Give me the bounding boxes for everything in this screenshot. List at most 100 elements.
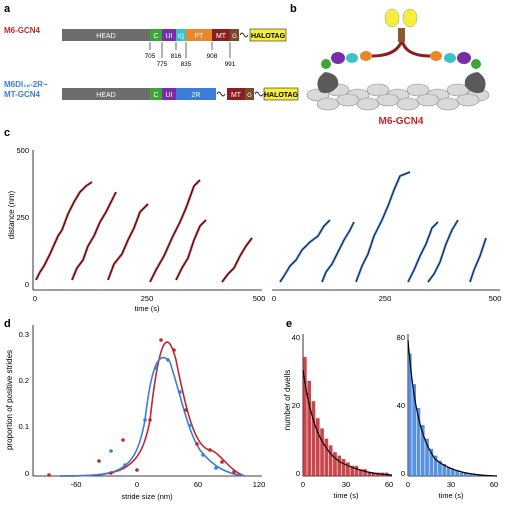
blue-trace-1	[279, 219, 331, 283]
e-left-bars-bar-14	[363, 469, 367, 476]
blue-fit-1	[279, 219, 331, 283]
panel-c-ylabel: distance (nm)	[7, 190, 16, 239]
domain-ui-1	[162, 29, 176, 41]
e-left-fit	[302, 369, 393, 476]
e-right-bars-bar-10	[451, 469, 455, 476]
red-trace-3	[106, 203, 149, 281]
domain-ui-2-label: UI	[166, 92, 173, 99]
e-left-xtick-30: 30	[342, 480, 350, 489]
e-left-bars-bar-13	[358, 469, 363, 476]
e-right-bars-bar-9	[446, 467, 451, 476]
c-left-xtick-250: 250	[141, 294, 154, 303]
construct2-name-line1: M6DI₁₆-2R~	[4, 80, 48, 89]
e-right-xtick-30: 30	[447, 480, 455, 489]
e-right-ytick-40: 40	[397, 401, 405, 410]
tail-right	[400, 39, 431, 58]
red-fit-6	[221, 237, 253, 283]
panel-d-ylabel: proportion of positive strides	[5, 350, 14, 450]
e-left-ytick-20: 20	[292, 401, 300, 410]
d-red-pt-3	[109, 471, 113, 475]
d-red-pt-1	[47, 473, 51, 477]
gcn4-coil	[398, 28, 405, 42]
d-red-fit	[59, 341, 246, 477]
pos-775: 775	[157, 61, 168, 68]
lever-c-right	[471, 59, 481, 69]
d-red-pt-2	[97, 459, 101, 463]
d-red-pt-7	[159, 338, 163, 342]
e-left-bars-bar-15	[367, 472, 372, 476]
lever-ui-right	[457, 52, 471, 64]
c-red-fits	[35, 179, 253, 283]
linker-1	[239, 32, 249, 38]
blue-fit-2	[321, 221, 355, 283]
domain-head-1	[62, 29, 150, 41]
c-blue-fits	[279, 171, 487, 283]
red-fit-1	[35, 181, 93, 281]
d-red-pt-8	[172, 348, 176, 352]
c-blue-traces	[279, 170, 488, 283]
e-left-xlabel: time (s)	[334, 491, 360, 500]
d-blue-pt-1	[109, 449, 113, 453]
e-right-ytick-80: 80	[397, 333, 405, 342]
e-left-bars-bar-1	[307, 380, 311, 476]
e-left-bars-bar-11	[350, 465, 354, 476]
construct2-name-line2: MT-GCN4	[4, 90, 41, 99]
c-red-traces	[34, 179, 253, 283]
lever-pt-right	[430, 51, 442, 61]
domain-ui-1-label: UI	[166, 33, 173, 40]
e-left-ytick-40: 40	[292, 333, 300, 342]
d-blue-pt-5	[166, 358, 170, 362]
d-ytick-0: 0	[25, 469, 29, 478]
red-trace-6	[221, 237, 253, 283]
panel-a: M6-GCN4 HEAD C UI IQ PT MT G HALOTAG 705…	[4, 26, 299, 101]
domain-mt-1	[212, 29, 230, 41]
domain-head-2-label: HEAD	[96, 92, 115, 99]
d-red-pt-12	[220, 460, 224, 464]
lever-iq-left	[346, 53, 358, 63]
c-left-xtick-500: 500	[253, 294, 266, 303]
domain-2r-2	[176, 88, 216, 100]
e-right-bars-bar-8	[442, 464, 447, 476]
blue-fit-5	[427, 219, 459, 283]
d-blue-pt-4	[154, 366, 158, 370]
d-red-pt-6	[148, 418, 152, 422]
domain-c-2	[150, 88, 162, 100]
e-left-bars-bar-5	[324, 438, 329, 476]
pos-705: 705	[145, 53, 156, 60]
panel-e: number of dwells 40 20 0 0 30 60 time (s…	[283, 333, 498, 500]
e-right-bars-bar-1	[412, 384, 416, 476]
d-blue-pt-3	[143, 418, 147, 422]
e-right-bars-bar-15	[472, 474, 477, 476]
domain-g-2	[245, 88, 254, 100]
e-right-fit	[407, 339, 498, 477]
panel-letter-e: e	[286, 318, 293, 330]
domain-halotag-1-label: HALOTAG	[251, 33, 286, 40]
e-right-xtick-60: 60	[490, 480, 498, 489]
d-ytick-01: 0.1	[19, 422, 29, 431]
e-right-bars-bar-3	[420, 425, 425, 476]
c-ytick-500: 500	[16, 146, 29, 155]
e-left-bars-bar-16	[371, 472, 376, 476]
d-red-pt-9	[184, 408, 188, 412]
d-blue-pt-6	[178, 390, 182, 394]
blue-fit-3	[355, 171, 411, 283]
panel-c: distance (nm) 500 250 0 0 250 500 time (…	[7, 146, 501, 313]
halotag-right	[402, 8, 418, 28]
position-arrows	[149, 42, 231, 58]
lever-ui-left	[331, 52, 345, 64]
e-right-bars-bar-4	[425, 438, 429, 476]
domain-g-1	[230, 29, 239, 41]
domain-g-1-label: G	[232, 34, 237, 40]
pos-816: 816	[171, 53, 182, 60]
e-left-bars-bar-12	[354, 465, 359, 476]
domain-pt-1	[186, 29, 212, 41]
blue-fit-4	[407, 221, 439, 283]
d-xtick-60: 60	[194, 480, 202, 489]
pos-991: 991	[225, 61, 236, 68]
c-right-xtick-0: 0	[272, 294, 276, 303]
domain-c-1-label: C	[153, 33, 158, 40]
e-left-bars-bar-4	[320, 428, 324, 476]
c-right-xtick-500: 500	[489, 294, 502, 303]
e-left-bars-bar-7	[333, 452, 337, 476]
